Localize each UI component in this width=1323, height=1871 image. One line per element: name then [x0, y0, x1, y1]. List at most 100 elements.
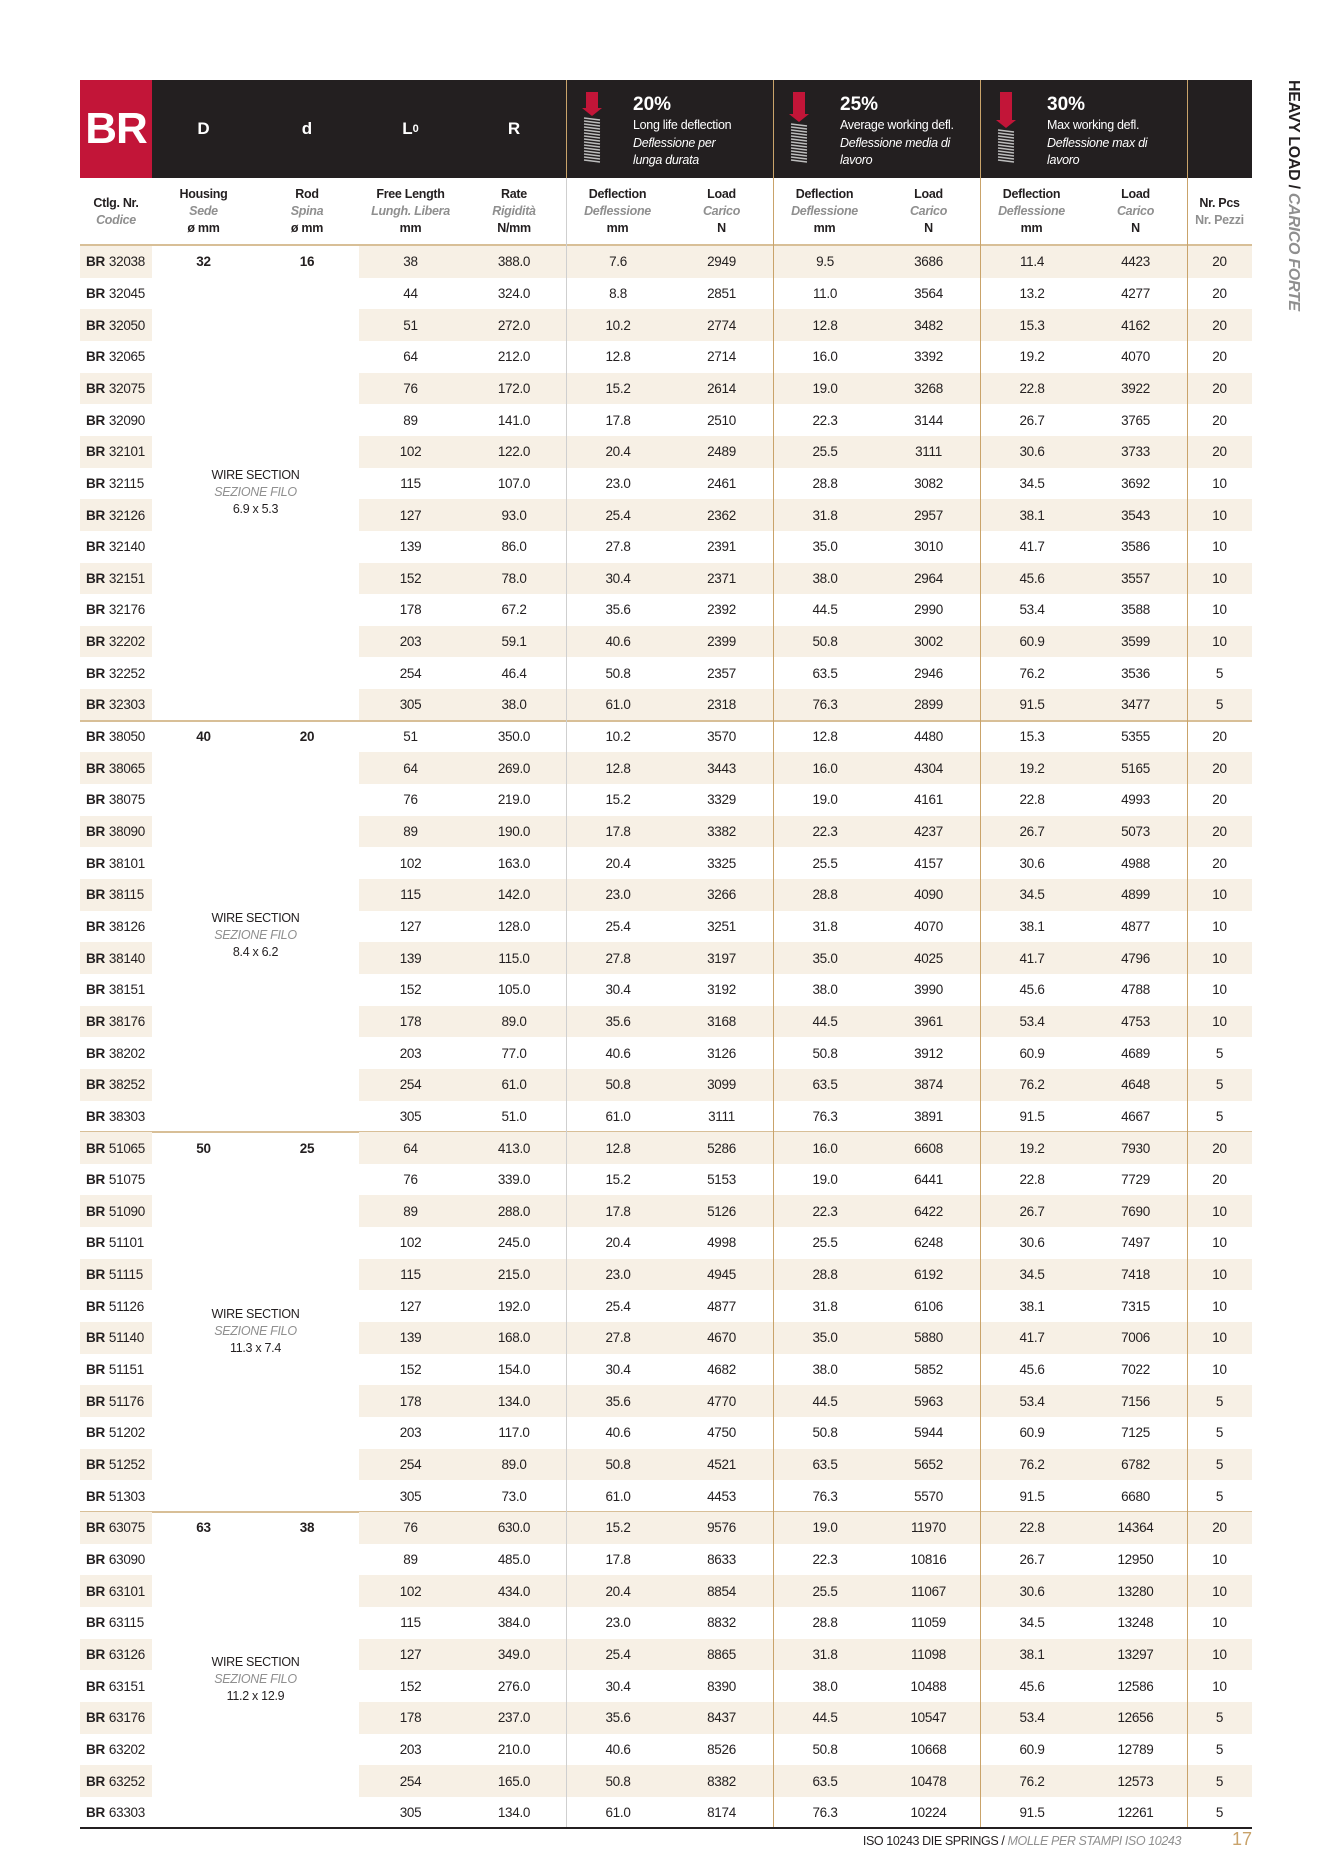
load-30: 5355	[1121, 729, 1150, 745]
load-25: 4090	[877, 879, 980, 911]
catalog-code: BR 38075	[80, 784, 152, 816]
catalog-code: BR 32075	[80, 372, 152, 405]
column-divider	[773, 178, 774, 1829]
catalog-code: BR 63115	[80, 1607, 152, 1639]
wire-section-en: WIRE SECTION	[211, 468, 300, 483]
free-length: 305	[399, 1805, 422, 1821]
table-row: BR 51140 139 168.0 27.8 4670 35.0 5880 41.7 7006 1…	[80, 1322, 1252, 1354]
deflection-30: 34.5	[980, 1258, 1084, 1291]
deflection-30: 45.6	[1019, 1678, 1045, 1694]
load-30: 4796	[1084, 942, 1187, 974]
spring-group-D32: BR 32038 32 16 38 388.0 7.6 2949 9.5 3686 11.4 4423…	[80, 246, 1252, 721]
pieces: 10	[1187, 499, 1252, 531]
spring-group-D40: BR 38050 40 20 51 350.0 10.2 3570 12.8 4480 15.3 53…	[80, 721, 1252, 1132]
rate: 78.0	[462, 562, 566, 595]
deflection-25: 12.8	[773, 309, 877, 341]
pieces: 10	[1187, 1258, 1252, 1291]
free-length: 76	[403, 792, 418, 808]
code-prefix: BR	[86, 1362, 105, 1378]
deflection-20: 50.8	[566, 1068, 670, 1101]
deflection-25: 38.0	[812, 1678, 838, 1694]
pieces: 20	[1187, 246, 1252, 278]
wire-section-label: WIRE SECTION SEZIONE FILO 11.3 x 7.4	[152, 1306, 359, 1357]
series-badge: BR	[80, 80, 152, 178]
deflection-30: 13.2	[1019, 285, 1045, 301]
deflection-30: 41.7	[980, 1322, 1084, 1354]
load-20: 3168	[670, 1005, 773, 1038]
pieces: 10	[1187, 942, 1252, 974]
load-25: 6106	[914, 1298, 943, 1314]
table-row: BR 63151 152 276.0 30.4 8390 38.0 10488 45.6 1258…	[80, 1670, 1252, 1702]
table-row: BR 63176 178 237.0 35.6 8437 44.5 10547 53.4 1265…	[80, 1701, 1252, 1734]
load-20: 8390	[707, 1678, 736, 1694]
deflection-25: 50.8	[812, 1425, 838, 1441]
catalog-code: BR 32126	[80, 499, 152, 531]
deflection-30: 15.3	[980, 309, 1084, 341]
unit: N	[717, 221, 726, 235]
deflection-20: 61.0	[605, 1488, 631, 1504]
deflection-30: 19.2	[980, 1132, 1084, 1164]
deflection-30: 45.6	[1019, 1362, 1045, 1378]
code-prefix: BR	[86, 1013, 105, 1029]
deflection-20: 25.4	[566, 1638, 670, 1671]
deflection-20: 15.2	[605, 792, 631, 808]
code-prefix: BR	[86, 1551, 105, 1567]
deflection-20: 10.2	[605, 729, 631, 745]
rate: 485.0	[497, 1551, 531, 1567]
code-number: 38252	[108, 1077, 145, 1093]
load-25: 3564	[914, 285, 943, 301]
load-20: 2614	[670, 372, 773, 405]
table-row: BR 32252 254 46.4 50.8 2357 63.5 2946 76.2 3536 5	[80, 657, 1252, 689]
wire-section-it: SEZIONE FILO	[214, 485, 297, 500]
load-25: 3392	[914, 349, 943, 365]
rate: 51.0	[501, 1108, 527, 1124]
deflection-25: 31.8	[812, 1298, 838, 1314]
rate: 413.0	[462, 1132, 566, 1164]
load-30: 12573	[1084, 1765, 1187, 1797]
rate: 89.0	[462, 1448, 566, 1481]
code-number: 32202	[108, 634, 145, 650]
free-length: 152	[399, 1678, 422, 1694]
load-30: 4070	[1121, 349, 1150, 365]
deflection-20: 61.0	[605, 1108, 631, 1124]
code-prefix: BR	[86, 855, 105, 871]
table-row: BR 38101 102 163.0 20.4 3325 25.5 4157 30.6 4988 2…	[80, 847, 1252, 879]
load-25: 4161	[914, 792, 943, 808]
table-row: BR 38126 127 128.0 25.4 3251 31.8 4070 38.1 4877 1…	[80, 911, 1252, 943]
rod-diameter: 20	[299, 729, 315, 745]
table-row: BR 32075 76 172.0 15.2 2614 19.0 3268 22.8 3922 20	[80, 372, 1252, 405]
table-row: BR 32126 127 93.0 25.4 2362 31.8 2957 38.1 3543 10	[80, 499, 1252, 531]
catalog-code: BR 38090	[80, 815, 152, 848]
code-prefix: BR	[86, 1330, 105, 1346]
deflection-20: 15.2	[566, 372, 670, 405]
deflection-20: 23.0	[605, 475, 631, 491]
subheader-rate: Rate Rigidità N/mm	[462, 178, 566, 245]
load-20: 2461	[707, 475, 736, 491]
pieces: 5	[1215, 1425, 1224, 1441]
code-prefix: BR	[86, 1741, 105, 1757]
deflection-30: 30.6	[1019, 1235, 1045, 1251]
code-number: 38202	[108, 1045, 145, 1061]
rate: 105.0	[497, 982, 531, 998]
rate: 384.0	[497, 1615, 531, 1631]
header-D: D	[197, 119, 210, 138]
code-prefix: BR	[86, 380, 105, 396]
label-it: Carico	[1116, 204, 1155, 218]
deflection-20: 40.6	[605, 1741, 631, 1757]
load-30: 7022	[1121, 1362, 1150, 1378]
label-it: Nr. Pezzi	[1195, 212, 1244, 227]
rate: 128.0	[497, 918, 531, 934]
code-number: 63075	[108, 1520, 145, 1536]
deflection-20: 20.4	[605, 1235, 631, 1251]
deflection-30: 19.2	[980, 752, 1084, 785]
catalog-code: BR 63252	[80, 1765, 152, 1797]
code-prefix: BR	[86, 444, 105, 460]
header-deflection-20pct: 20% Long life deflection Deflessione per…	[566, 80, 773, 178]
load-30: 4988	[1121, 855, 1150, 871]
free-length: 102	[359, 1575, 462, 1607]
load-30: 3599	[1084, 625, 1187, 658]
rate: 61.0	[462, 1068, 566, 1101]
deflection-20: 50.8	[566, 1765, 670, 1797]
deflection-30: 38.1	[980, 499, 1084, 531]
footer-caption: ISO 10243 DIE SPRINGS / MOLLE PER STAMPI…	[863, 1834, 1182, 1848]
